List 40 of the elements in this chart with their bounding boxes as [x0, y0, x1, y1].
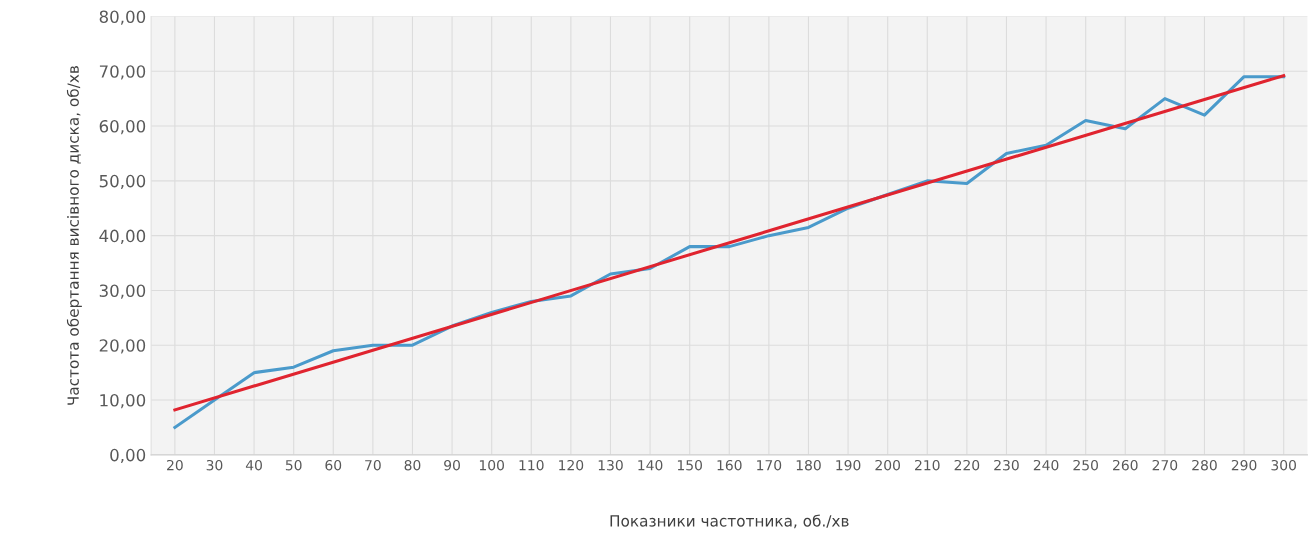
y-tick-label: 60,00 — [99, 120, 146, 135]
x-tick-label: 110 — [519, 459, 544, 471]
x-axis-title: Показники частотника, об./хв — [610, 514, 849, 529]
x-tick-label: 230 — [994, 459, 1019, 471]
x-tick-label: 30 — [206, 459, 223, 471]
x-tick-label: 270 — [1152, 459, 1178, 471]
x-tick-label: 190 — [836, 459, 861, 471]
y-axis-title: Частота обертання висівного диска, об/хв — [66, 66, 82, 405]
y-tick-label: 10,00 — [100, 394, 146, 409]
x-tick-label: 140 — [638, 459, 663, 471]
x-tick-label: 260 — [1113, 459, 1138, 471]
x-tick-label: 180 — [796, 459, 821, 471]
x-tick-label: 160 — [717, 459, 742, 471]
y-tick-label: 0,00 — [110, 448, 146, 464]
x-tick-label: 300 — [1271, 459, 1296, 471]
x-tick-label: 20 — [167, 459, 183, 471]
x-tick-label: 40 — [245, 459, 262, 471]
x-tick-label: 280 — [1192, 459, 1217, 471]
x-tick-label: 150 — [677, 459, 702, 471]
y-tick-label: 20,00 — [99, 339, 146, 354]
x-tick-label: 210 — [915, 459, 940, 471]
x-tick-label: 70 — [365, 459, 381, 471]
x-tick-label: 60 — [325, 459, 342, 471]
x-tick-label: 200 — [875, 459, 900, 471]
x-tick-label: 100 — [479, 459, 504, 471]
x-tick-label: 250 — [1073, 459, 1098, 471]
x-tick-label: 290 — [1231, 459, 1257, 471]
y-tick-label: 30,00 — [99, 284, 146, 299]
x-tick-label: 50 — [285, 459, 302, 471]
x-tick-label: 80 — [404, 459, 421, 471]
x-tick-label: 240 — [1033, 459, 1059, 471]
x-tick-label: 120 — [559, 459, 584, 471]
x-tick-label: 220 — [954, 459, 980, 471]
y-tick-label: 70,00 — [99, 65, 146, 80]
y-tick-label: 40,00 — [99, 229, 146, 244]
y-tick-label: 50,00 — [99, 174, 146, 190]
x-tick-label: 90 — [444, 459, 460, 471]
x-tick-label: 130 — [598, 459, 623, 471]
y-tick-label: 80,00 — [99, 10, 146, 25]
x-tick-label: 170 — [757, 459, 782, 471]
